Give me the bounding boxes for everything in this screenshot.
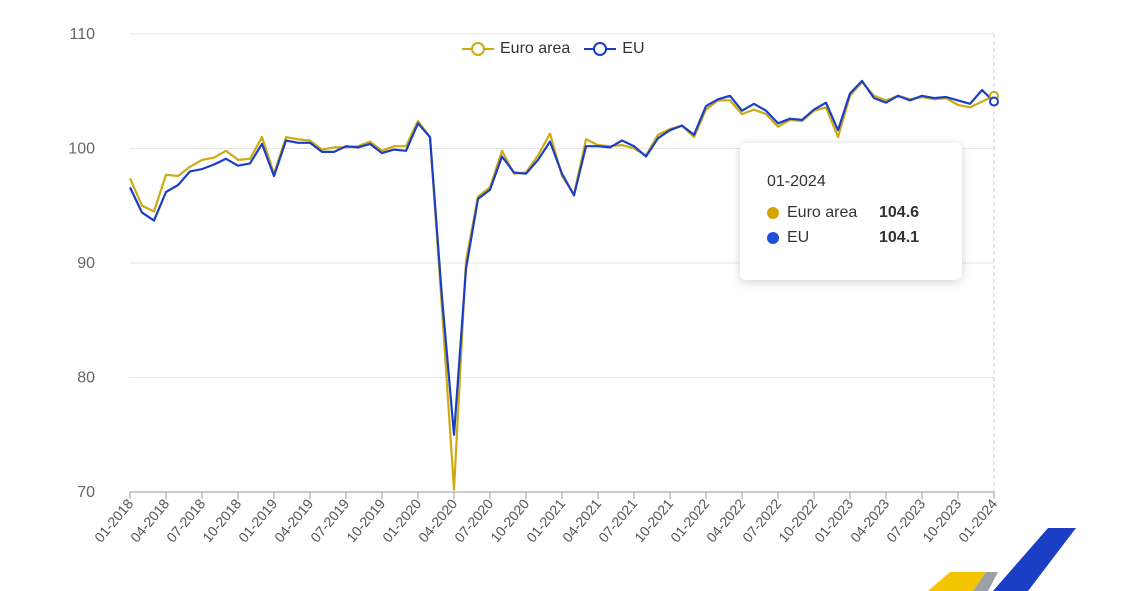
legend-eu-dot bbox=[593, 42, 608, 56]
legend-item-euro-area[interactable]: Euro area bbox=[462, 40, 570, 58]
tooltip-euro-area-value: 104.6 bbox=[879, 203, 920, 221]
eurostat-logo-icon bbox=[928, 528, 1076, 591]
y-tick-label-70: 70 bbox=[77, 484, 95, 501]
tooltip-eu-dot-icon bbox=[767, 231, 779, 244]
tooltip-eu-name: EU bbox=[787, 228, 810, 246]
tooltip-euro-area-name: Euro area bbox=[787, 203, 858, 221]
hover-marker-eu bbox=[989, 96, 999, 107]
legend-euro-area-dot bbox=[471, 42, 485, 56]
tooltip-row-eu: EU 104.1 bbox=[767, 225, 962, 250]
series-lines[interactable] bbox=[128, 79, 995, 491]
y-axis-labels: 70 80 90 100 110 bbox=[68, 26, 95, 501]
tooltip-euro-area-dot-icon bbox=[767, 206, 779, 219]
legend-eu-label: EU bbox=[622, 40, 645, 57]
hover-markers bbox=[989, 90, 999, 107]
y-tick-label-90: 90 bbox=[77, 255, 95, 272]
y-tick-label-80: 80 bbox=[77, 370, 95, 387]
legend-euro-area-label: Euro area bbox=[500, 40, 571, 57]
legend-eu-marker-icon bbox=[584, 41, 617, 57]
tooltip: 01-2024 Euro area 104.6 EU 104.1 bbox=[740, 143, 962, 280]
tooltip-date: 01-2024 bbox=[767, 173, 826, 190]
y-tick-label-110: 110 bbox=[69, 26, 95, 43]
tooltip-row-euro-area: Euro area 104.6 bbox=[767, 200, 962, 225]
y-tick-label-100: 100 bbox=[68, 141, 95, 158]
series-line-eu[interactable] bbox=[129, 79, 995, 436]
tooltip-eu-value: 104.1 bbox=[879, 228, 920, 246]
legend-euro-area-marker-icon bbox=[462, 41, 494, 57]
legend-item-eu[interactable]: EU bbox=[584, 40, 645, 58]
x-axis: 01-201804-201807-201810-201801-201904-20… bbox=[91, 492, 1000, 545]
legend: Euro area EU bbox=[462, 37, 645, 61]
